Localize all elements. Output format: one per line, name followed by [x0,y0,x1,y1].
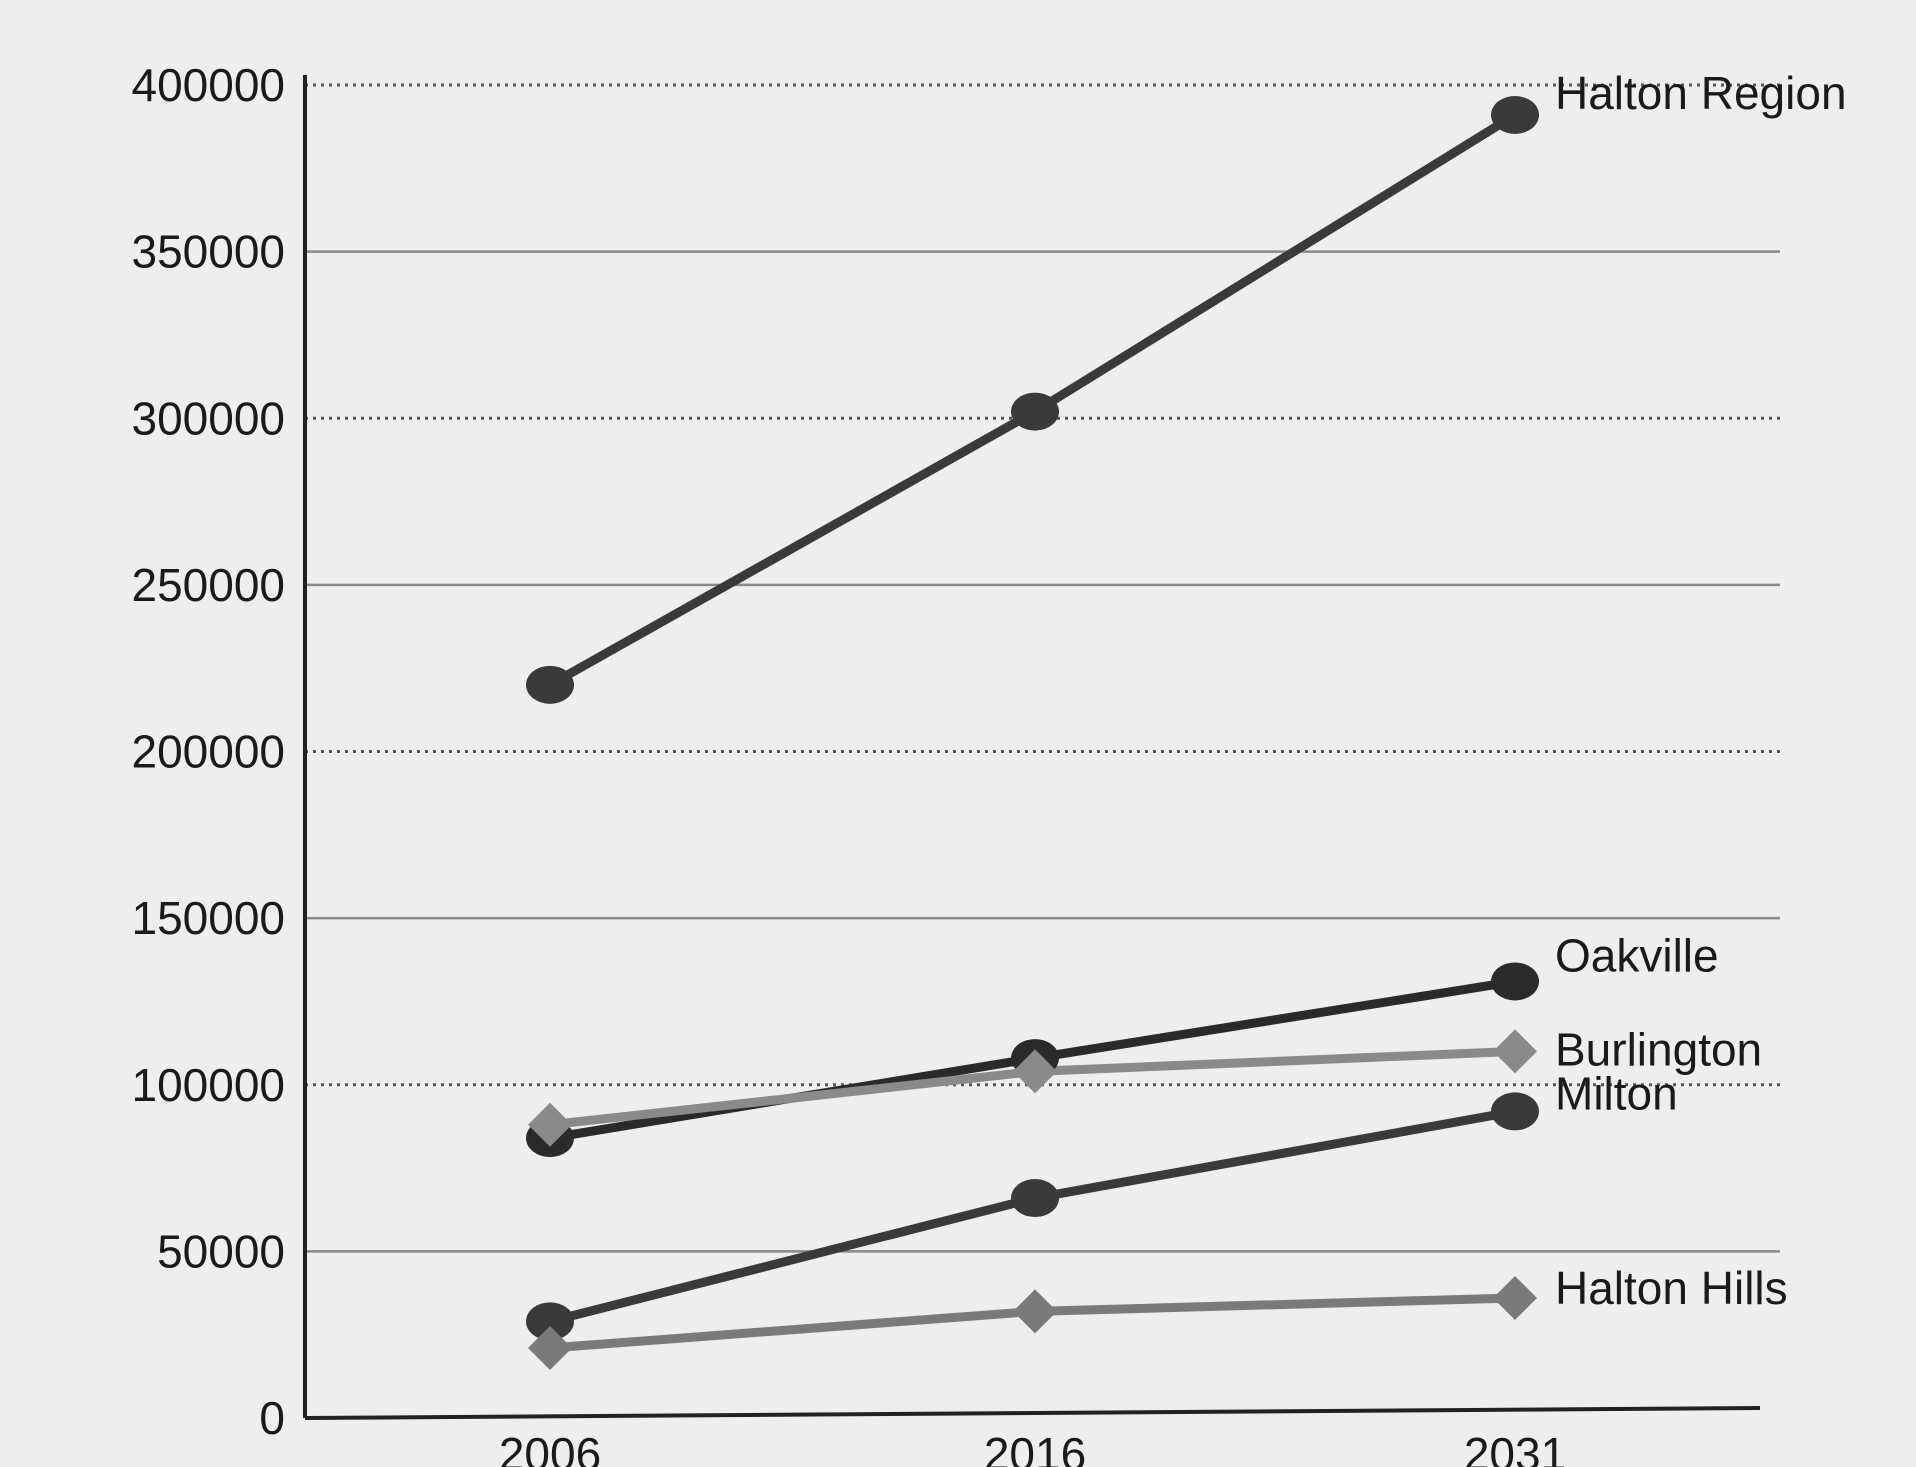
x-tick-label: 2006 [499,1428,601,1467]
data-point [1493,1029,1537,1074]
data-point [526,1302,574,1341]
series-label: Burlington [1555,1023,1762,1075]
data-point [1011,1179,1059,1218]
series-markers [526,95,1539,1371]
data-point [1493,1276,1537,1321]
x-tick-labels: 2006 2016 2031 [499,1428,1566,1467]
y-tick-label: 100000 [132,1059,286,1111]
y-tick-label: 300000 [132,392,286,444]
y-tick-label: 50000 [157,1225,285,1277]
x-axis [304,1406,1761,1420]
series-label: Oakville [1555,929,1719,981]
data-point [1491,962,1539,1001]
y-tick-label: 400000 [132,59,286,111]
data-point [526,665,574,704]
data-point [1011,392,1059,431]
y-tick-label: 200000 [132,726,286,778]
y-tick-label: 250000 [132,559,286,611]
data-point [528,1326,572,1371]
y-tick-label: 350000 [132,226,286,278]
data-point [528,1102,572,1147]
y-tick-labels: 0 50000 100000 150000 200000 250000 300000 3500… [132,59,286,1444]
y-tick-label: 0 [259,1392,285,1444]
data-point [1013,1049,1057,1094]
series-label: Halton Hills [1555,1262,1788,1314]
series-lines [545,110,1520,1353]
data-point [1013,1289,1057,1334]
axes [303,75,1761,1420]
data-point [1491,1092,1539,1131]
x-tick-label: 2031 [1464,1428,1566,1467]
series-label: Milton [1555,1067,1678,1119]
series-label: Halton Region [1555,67,1847,119]
y-tick-label: 150000 [132,892,286,944]
x-tick-label: 2016 [984,1428,1086,1467]
data-point [1491,95,1539,134]
